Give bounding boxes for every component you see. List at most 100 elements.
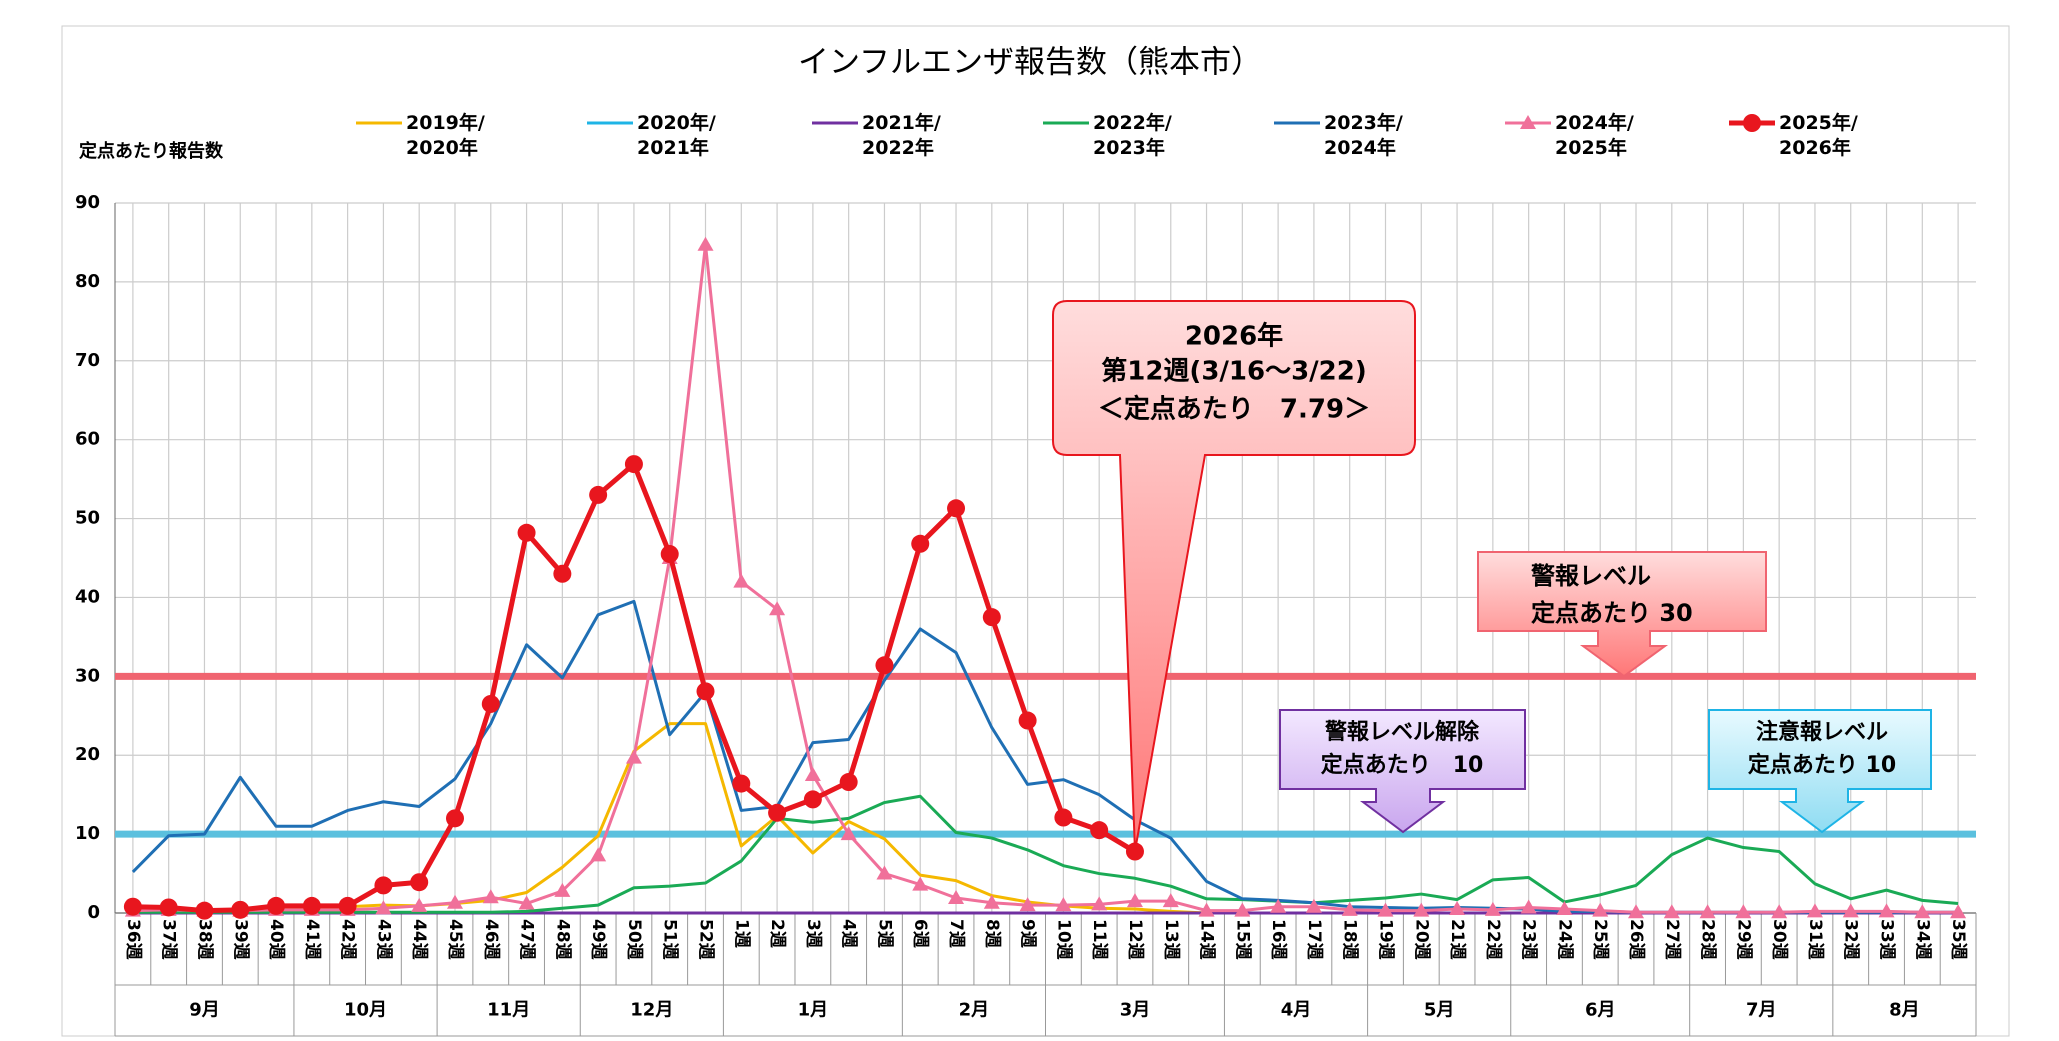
annotation-text: ＜定点あたり 7.79＞ — [1098, 394, 1370, 425]
x-tick-label: 45週 — [445, 919, 465, 960]
point — [660, 545, 679, 564]
x-tick-label: 42週 — [338, 919, 358, 960]
x-tick-label: 33週 — [1877, 919, 1897, 960]
x-tick-label: 47週 — [517, 919, 537, 960]
y-tick-label: 0 — [87, 902, 100, 923]
annotation-text: 2026年 — [1185, 321, 1283, 352]
point — [803, 790, 822, 809]
point — [446, 894, 463, 909]
point — [624, 455, 643, 474]
point — [1341, 901, 1358, 916]
point — [338, 896, 357, 915]
point — [482, 889, 499, 904]
annotation-text: 定点あたり 10 — [1321, 752, 1484, 778]
x-tick-label: 13週 — [1161, 919, 1181, 960]
x-tick-label: 4週 — [839, 919, 859, 948]
series-5 — [124, 236, 1967, 919]
month-label: 4月 — [1281, 1000, 1312, 1021]
point — [1556, 901, 1573, 916]
y-tick-label: 10 — [75, 823, 100, 844]
point — [1628, 904, 1645, 919]
x-tick-label: 27週 — [1662, 919, 1682, 960]
grid: 0 10 20 30 40 50 60 70 80 90 36週 37週 38週 39週 40週 41週 42週… — [75, 192, 1977, 1037]
point — [123, 897, 142, 916]
point — [1305, 898, 1322, 913]
x-tick-label: 25週 — [1590, 919, 1610, 960]
point — [697, 236, 714, 251]
point — [732, 774, 751, 793]
month-label: 7月 — [1746, 1000, 1777, 1021]
point — [982, 608, 1001, 627]
chart-title: インフルエンザ報告数（熊本市） — [798, 45, 1262, 81]
x-tick-label: 51週 — [660, 919, 680, 960]
x-tick-label: 49週 — [588, 919, 608, 960]
point — [1019, 897, 1036, 912]
x-tick-label: 34週 — [1912, 919, 1932, 960]
legend-label: 2024年/2025年 — [1555, 111, 1634, 159]
x-tick-label: 11週 — [1089, 919, 1109, 960]
x-tick-label: 8週 — [982, 919, 1002, 948]
point — [1377, 902, 1394, 917]
point — [589, 485, 608, 504]
x-tick-label: 43週 — [373, 919, 393, 960]
point — [1270, 898, 1287, 913]
point — [840, 826, 857, 841]
legend-label: 2021年/2022年 — [862, 111, 941, 159]
point — [1091, 896, 1108, 911]
x-tick-label: 32週 — [1841, 919, 1861, 960]
x-tick-label: 46週 — [481, 919, 501, 960]
y-tick-label: 50 — [75, 508, 100, 529]
point — [1162, 893, 1179, 908]
month-label: 11月 — [487, 1000, 530, 1021]
x-tick-label: 52週 — [696, 919, 716, 960]
point — [374, 876, 393, 895]
point — [554, 882, 571, 897]
point — [1771, 904, 1788, 919]
point — [1842, 903, 1859, 918]
point — [481, 694, 500, 713]
month-label: 9月 — [189, 1000, 220, 1021]
y-tick-label: 30 — [75, 665, 100, 686]
point — [769, 601, 786, 616]
series-line — [132, 794, 1959, 914]
point — [411, 897, 428, 912]
x-tick-label: 36週 — [123, 919, 143, 960]
point — [839, 773, 858, 792]
series-6 — [123, 455, 1144, 920]
legend-entry: 2023年/2024年 — [1274, 111, 1403, 159]
month-label: 5月 — [1424, 1000, 1455, 1021]
month-label: 6月 — [1585, 1000, 1616, 1021]
legend-entry: 2024年/2025年 — [1505, 111, 1634, 159]
point — [804, 766, 821, 781]
series-3 — [132, 794, 1959, 914]
point — [768, 803, 787, 822]
x-tick-label: 7週 — [946, 919, 966, 948]
x-tick-label: 29週 — [1733, 919, 1753, 960]
point — [1950, 904, 1967, 919]
point — [445, 809, 464, 828]
frame — [61, 25, 2010, 1037]
point — [1663, 904, 1680, 919]
x-tick-label: 15週 — [1232, 919, 1252, 960]
legend-label: 2025年/2026年 — [1779, 111, 1858, 159]
point — [1198, 902, 1215, 917]
callout — [1052, 300, 1416, 852]
point — [1234, 902, 1251, 917]
point — [590, 847, 607, 862]
y-axis-label: 定点あたり報告数 — [79, 140, 224, 162]
point — [1449, 901, 1466, 916]
series-line — [132, 243, 1959, 914]
x-tick-label: 17週 — [1304, 919, 1324, 960]
release-box — [1279, 709, 1526, 834]
x-tick-label: 2週 — [767, 919, 787, 948]
point — [1520, 115, 1536, 129]
x-tick-label: 44週 — [409, 919, 429, 960]
x-tick-label: 48週 — [552, 919, 572, 960]
x-tick-label: 5週 — [874, 919, 894, 948]
point — [375, 900, 392, 915]
point — [159, 898, 178, 917]
x-tick-label: 30週 — [1769, 919, 1789, 960]
legend-label: 2023年/2024年 — [1324, 111, 1403, 159]
x-tick-label: 3週 — [803, 919, 823, 948]
